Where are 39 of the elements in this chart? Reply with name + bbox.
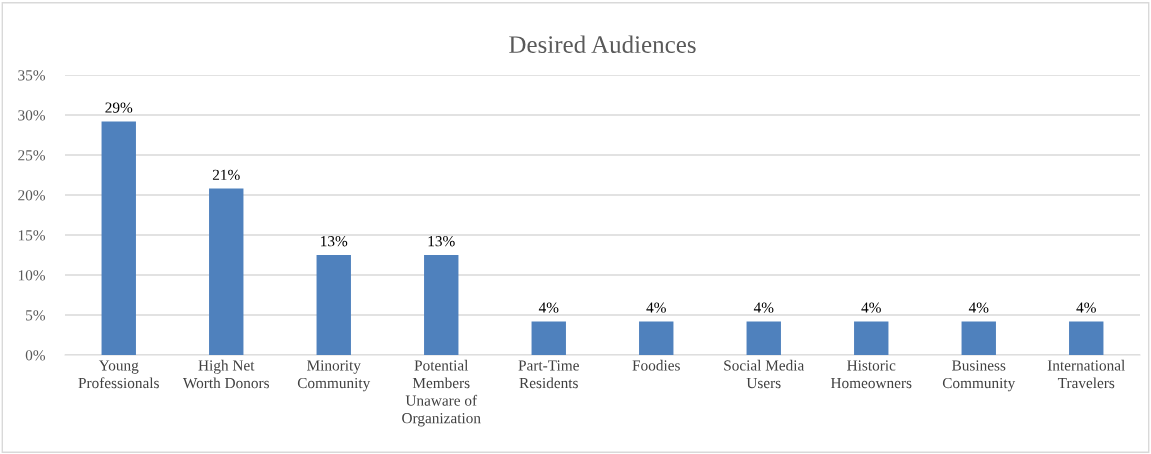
y-tick-label: 30% [18, 110, 46, 121]
bar [746, 321, 781, 355]
y-tick-label: 15% [18, 230, 46, 241]
data-label: 4% [753, 302, 774, 313]
bar [1069, 321, 1104, 355]
y-tick-label: 5% [26, 310, 46, 321]
data-label: 4% [1076, 302, 1096, 313]
data-label: 13% [428, 236, 455, 247]
bar [854, 321, 889, 355]
data-label: 13% [321, 236, 348, 247]
data-label: 4% [861, 302, 881, 313]
y-tick-label: 0% [25, 350, 46, 361]
x-tick-label: Social Media Users [724, 359, 805, 389]
y-tick-label: 10% [18, 270, 46, 281]
x-tick-label: International Travelers [1047, 359, 1125, 389]
x-tick-label: Part-Time Residents [518, 360, 579, 389]
x-tick-label: Historic Homeowners [830, 360, 912, 389]
bar [639, 321, 674, 355]
data-label: 4% [646, 302, 666, 313]
x-tick-label: Potential Members Unaware of Organization [402, 359, 481, 427]
x-tick-label: Young Professionals [78, 360, 159, 389]
chart-title: Desired Audiences [509, 35, 696, 54]
data-label: 4% [968, 302, 989, 313]
x-tick-label: Business Community [942, 360, 1016, 392]
y-tick-label: 20% [18, 190, 46, 201]
x-tick-label: Minority Community [297, 360, 371, 392]
data-label: 29% [105, 102, 133, 113]
y-tick-label: 35% [18, 70, 46, 81]
bar [101, 121, 136, 355]
data-label: 21% [212, 169, 240, 180]
bar [961, 321, 996, 355]
bar [316, 255, 351, 355]
data-label: 4% [538, 302, 559, 313]
y-tick-label: 25% [18, 150, 46, 161]
bar [424, 255, 459, 355]
x-tick-label: Foodies [632, 359, 680, 371]
bar [531, 321, 566, 355]
bar [209, 188, 244, 355]
x-tick-label: High Net Worth Donors [182, 359, 269, 389]
